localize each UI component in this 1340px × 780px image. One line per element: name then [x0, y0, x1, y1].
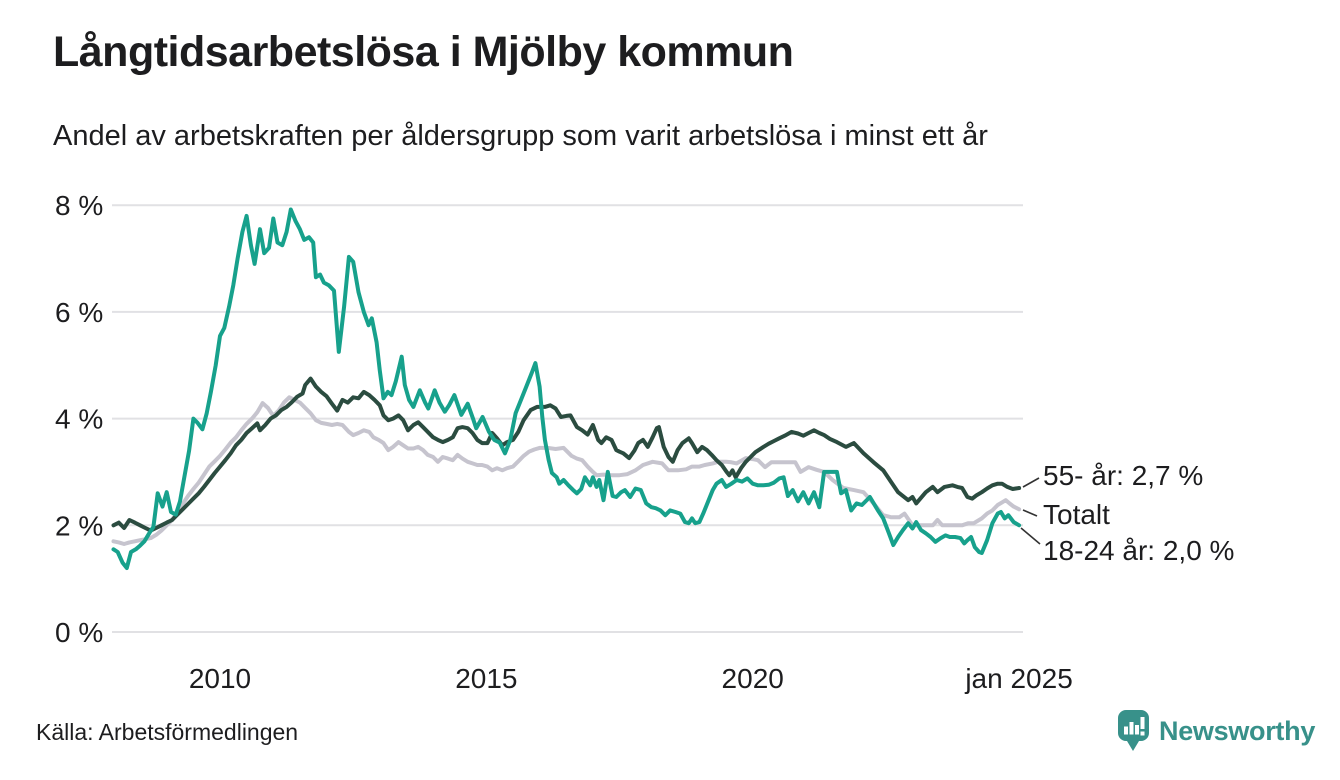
x-tick-label: 2015 — [455, 663, 517, 694]
newsworthy-logo[interactable]: Newsworthy — [1118, 710, 1315, 752]
x-tick-label: 2010 — [189, 663, 251, 694]
x-tick-label: 2020 — [722, 663, 784, 694]
chart-subtitle: Andel av arbetskraften per åldersgrupp s… — [53, 120, 988, 152]
page-title: Långtidsarbetslösa i Mjölby kommun — [53, 28, 794, 76]
annotation-connector — [1020, 527, 1041, 545]
y-tick-label: 2 % — [55, 510, 103, 541]
bar-chart-speech-bubble-icon — [1118, 710, 1149, 751]
series-line-18-24-r — [111, 207, 1022, 570]
series-label-55-ar: 55- år: 2,7 % — [1043, 460, 1204, 491]
series-label-totalt: Totalt — [1043, 499, 1110, 530]
y-tick-label: 4 % — [55, 404, 103, 435]
x-tick-label: jan 2025 — [964, 663, 1072, 694]
source-credit: Källa: Arbetsförmedlingen — [36, 719, 299, 745]
annotation-connector — [1022, 509, 1038, 517]
series-line-55-r — [111, 376, 1022, 533]
annotation-connector — [1022, 477, 1040, 488]
y-tick-label: 0 % — [55, 617, 103, 648]
y-tick-label: 6 % — [55, 297, 103, 328]
y-tick-label: 8 % — [55, 190, 103, 221]
newsworthy-wordmark: Newsworthy — [1159, 715, 1316, 746]
series-label-18-24-ar: 18-24 år: 2,0 % — [1043, 535, 1235, 566]
